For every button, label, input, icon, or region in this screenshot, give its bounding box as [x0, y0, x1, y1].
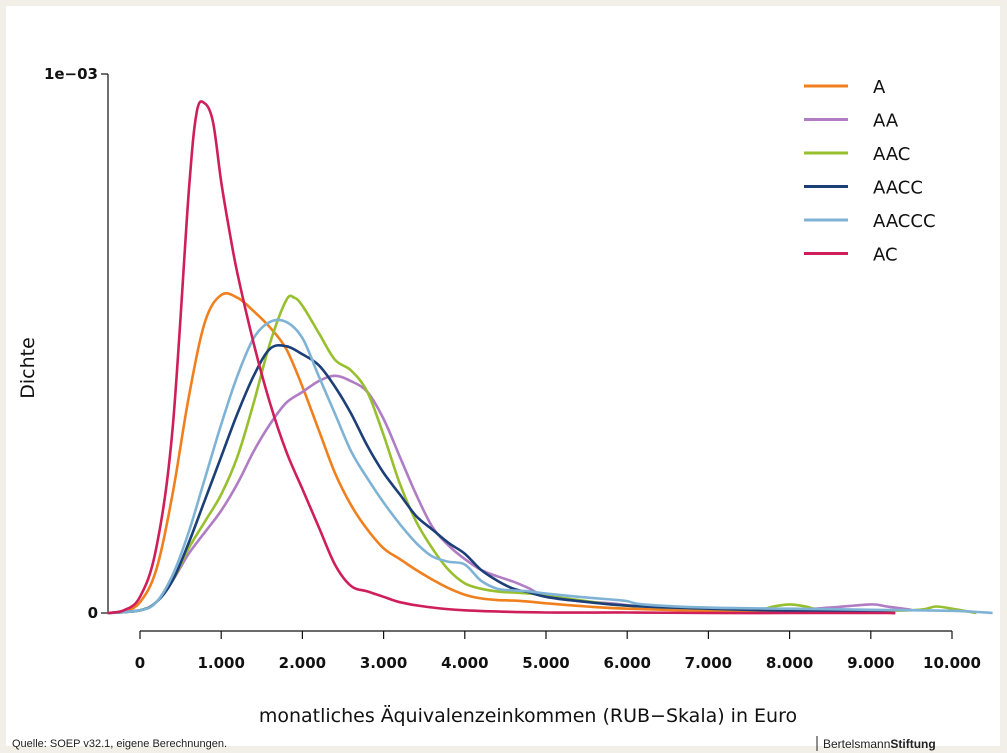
x-tick-label: 3.000: [360, 654, 407, 672]
legend-label-ac: AC: [873, 245, 898, 266]
x-tick-label: 4.000: [441, 654, 488, 672]
source-note: Quelle: SOEP v32.1, eigene Berechnungen.: [12, 738, 227, 750]
legend-label-aaccc: AACCC: [873, 211, 936, 232]
brand-bold: Stiftung: [890, 737, 935, 751]
brand-regular: Bertelsmann: [823, 737, 890, 751]
y-tick-label: 0: [88, 604, 98, 622]
y-tick-label: 1e−03: [44, 65, 98, 83]
x-tick-label: 6.000: [603, 654, 650, 672]
legend-label-aa: AA: [873, 111, 899, 132]
x-axis-title: monatliches Äquivalenzeinkommen (RUB−Ska…: [259, 704, 797, 727]
x-tick-label: 9.000: [847, 654, 894, 672]
legend-label-aac: AAC: [873, 144, 910, 165]
series-line-aacc: [107, 344, 896, 615]
x-tick-label: 0: [135, 654, 145, 672]
series-layer: [107, 100, 993, 615]
legend-label-aacc: AACC: [873, 178, 923, 199]
axes: 0 1e−03 0 1.000 2.000 3.000 4.000 5.000 6.000 7.0…: [44, 65, 981, 672]
x-tick-label: 10.000: [923, 654, 981, 672]
series-line-aaccc: [107, 318, 993, 615]
series-line-ac: [107, 100, 896, 615]
brand-logo: BertelsmannStiftung: [823, 737, 936, 751]
x-tick-label: 1.000: [197, 654, 244, 672]
y-axis-title: Dichte: [17, 337, 39, 399]
x-tick-label: 8.000: [766, 654, 813, 672]
plot-background: [6, 6, 1000, 746]
series-line-a: [107, 292, 896, 615]
x-tick-label: 5.000: [522, 654, 569, 672]
x-tick-label: 2.000: [279, 654, 326, 672]
legend-label-a: A: [873, 77, 886, 98]
x-tick-label: 7.000: [685, 654, 732, 672]
